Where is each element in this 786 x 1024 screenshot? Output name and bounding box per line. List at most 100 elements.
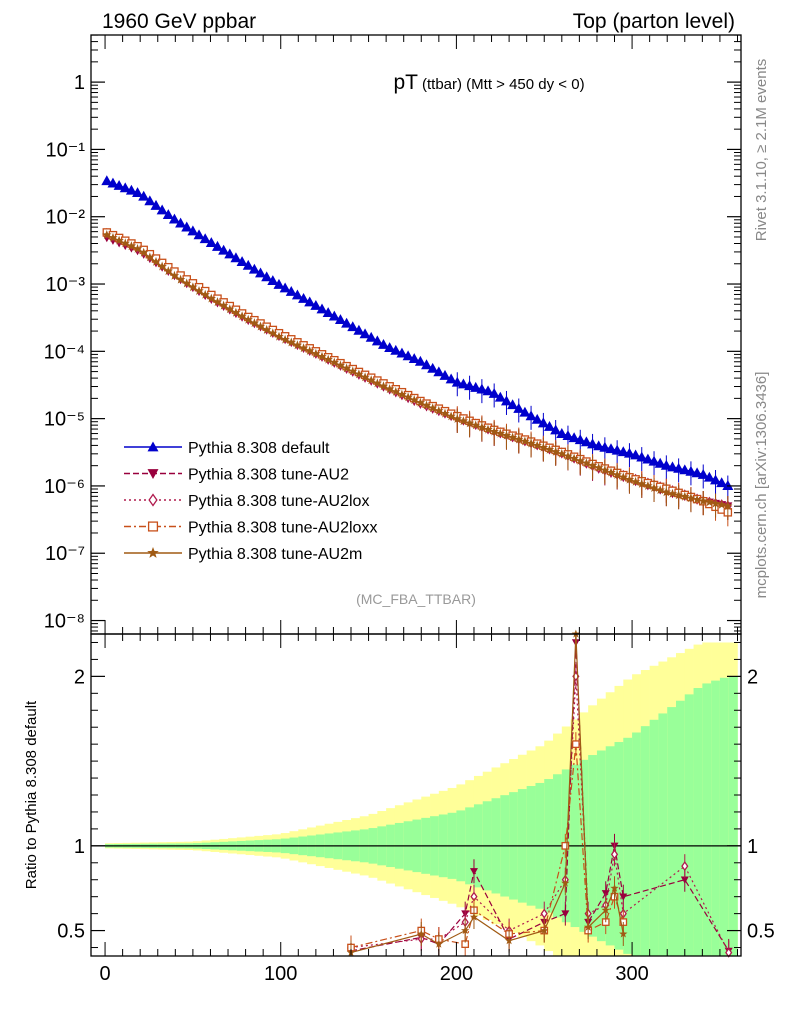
band-inner-bin (640, 726, 650, 956)
main-point (280, 334, 290, 344)
main-point (544, 444, 555, 454)
ratio-point (610, 849, 619, 860)
main-point (489, 426, 499, 436)
main-point (575, 455, 585, 465)
main-point (612, 469, 622, 479)
main-point (384, 384, 395, 394)
main-point (636, 451, 648, 462)
main-point (145, 252, 155, 262)
main-point (680, 491, 690, 501)
main-point (107, 177, 119, 188)
main-point (384, 342, 396, 352)
main-point (507, 399, 519, 410)
main-point (526, 438, 536, 448)
main-point (360, 372, 370, 382)
main-point (513, 402, 525, 413)
main-point (415, 397, 426, 407)
legend: Pythia 8.308 default Pythia 8.308 tune-AU… (124, 440, 377, 563)
x-tick-label: 0 (99, 963, 110, 985)
band-inner-bin (676, 700, 686, 956)
main-point (551, 446, 561, 456)
ratio-series-line (350, 676, 730, 953)
band-inner-bin (649, 719, 659, 956)
y-tick-label: 10⁻⁴ (44, 341, 85, 363)
main-point (285, 286, 297, 296)
ratio-point (610, 883, 619, 892)
main-point (606, 467, 616, 477)
main-point (305, 346, 315, 355)
main-point (323, 354, 333, 364)
main-series-group (101, 175, 734, 527)
main-point (187, 225, 199, 236)
main-point (334, 314, 346, 325)
main-point (446, 411, 456, 421)
main-point (236, 256, 248, 266)
ratio-y-tick-label: 1 (747, 836, 758, 858)
y-tick-label: 1 (74, 72, 85, 94)
main-point (354, 369, 364, 379)
main-point (428, 403, 438, 413)
main-point (359, 328, 371, 339)
main-point (242, 259, 254, 270)
y-tick-label: 10⁻¹ (46, 139, 86, 161)
main-point (169, 270, 180, 280)
main-point (101, 175, 113, 186)
main-point (495, 428, 505, 438)
main-point (341, 363, 352, 373)
ratio-y-tick-label: 2 (747, 666, 758, 688)
analysis-label: (MC_FBA_TTBAR) (356, 591, 476, 607)
main-point (673, 462, 685, 473)
main-point (175, 274, 186, 284)
main-series-line (106, 232, 728, 507)
ratio-point (561, 841, 570, 850)
main-point (316, 303, 328, 314)
main-point (692, 494, 702, 504)
rivet-label: Rivet 3.1.10, ≥ 2.1M events (753, 59, 770, 242)
main-point (403, 392, 413, 402)
main-point (679, 464, 691, 475)
main-point (433, 366, 445, 377)
main-point (569, 453, 579, 463)
main-point (311, 348, 321, 358)
main-point (440, 408, 450, 418)
main-point (642, 453, 654, 464)
main-point (538, 442, 549, 452)
main-point (132, 243, 143, 253)
band-inner-bin (684, 694, 694, 956)
y-tick-label: 10⁻² (46, 207, 86, 229)
main-point (224, 248, 236, 259)
y-tick-label: 10⁻⁵ (44, 409, 85, 431)
main-point (654, 457, 666, 468)
band-inner-bin (728, 676, 738, 956)
legend-swatch-marker (147, 521, 159, 532)
band-inner-bin (693, 688, 703, 956)
main-point (151, 256, 161, 266)
main-point (580, 436, 592, 447)
main-point (537, 417, 549, 428)
main-point (439, 369, 451, 380)
main-point (587, 460, 598, 470)
legend-swatch-marker (147, 547, 159, 558)
main-point (273, 278, 285, 289)
main-point (237, 311, 247, 321)
main-point (168, 213, 180, 224)
ratio-point (561, 878, 570, 887)
main-point (667, 488, 678, 498)
main-point (452, 414, 462, 423)
main-point (378, 338, 389, 349)
ratio-point (461, 926, 470, 935)
main-point (125, 184, 137, 195)
main-point (723, 501, 733, 510)
main-point (648, 455, 660, 466)
main-point (630, 449, 642, 460)
main-point (427, 362, 439, 373)
main-point (378, 381, 389, 391)
ratio-point (584, 922, 593, 931)
main-point (660, 459, 672, 470)
main-point (156, 204, 168, 215)
legend-entry: Pythia 8.308 tune-AU2loxx (124, 520, 377, 537)
main-point (206, 293, 216, 303)
ratio-y-tick-label: 1 (74, 836, 85, 858)
main-point (138, 190, 150, 201)
